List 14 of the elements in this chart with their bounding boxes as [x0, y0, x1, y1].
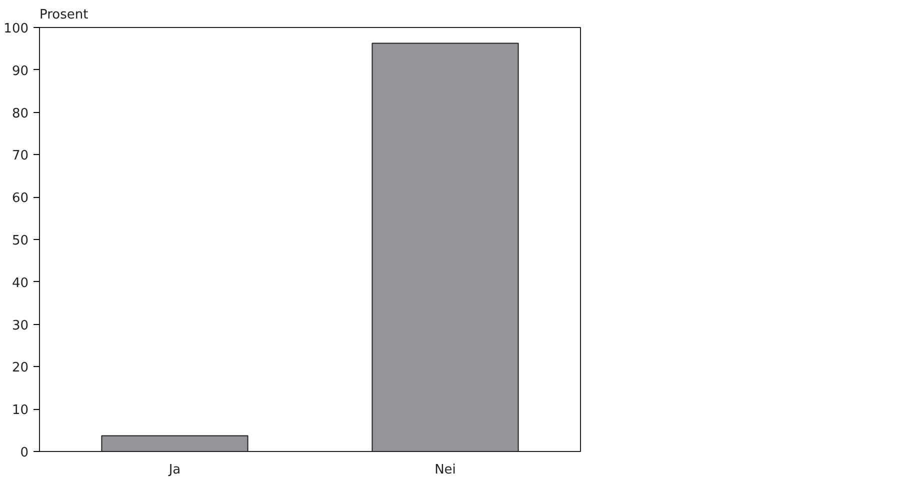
y-tick-label: 30 [12, 318, 29, 334]
y-axis-title: Prosent [40, 8, 88, 22]
y-tick-label: 100 [4, 22, 29, 36]
y-tick-label: 0 [20, 446, 29, 460]
y-tick-label: 10 [12, 403, 29, 418]
y-tick-label: 70 [12, 148, 29, 164]
y-tick-label: 40 [12, 276, 29, 291]
y-tick-label: 90 [12, 64, 29, 79]
y-tick-label: 60 [12, 191, 29, 206]
x-tick-label: Ja [168, 462, 181, 478]
y-tick-label: 50 [12, 234, 29, 248]
y-tick-label: 20 [12, 360, 29, 376]
y-tick-label: 80 [12, 106, 29, 122]
x-tick-label: Nei [434, 462, 456, 478]
